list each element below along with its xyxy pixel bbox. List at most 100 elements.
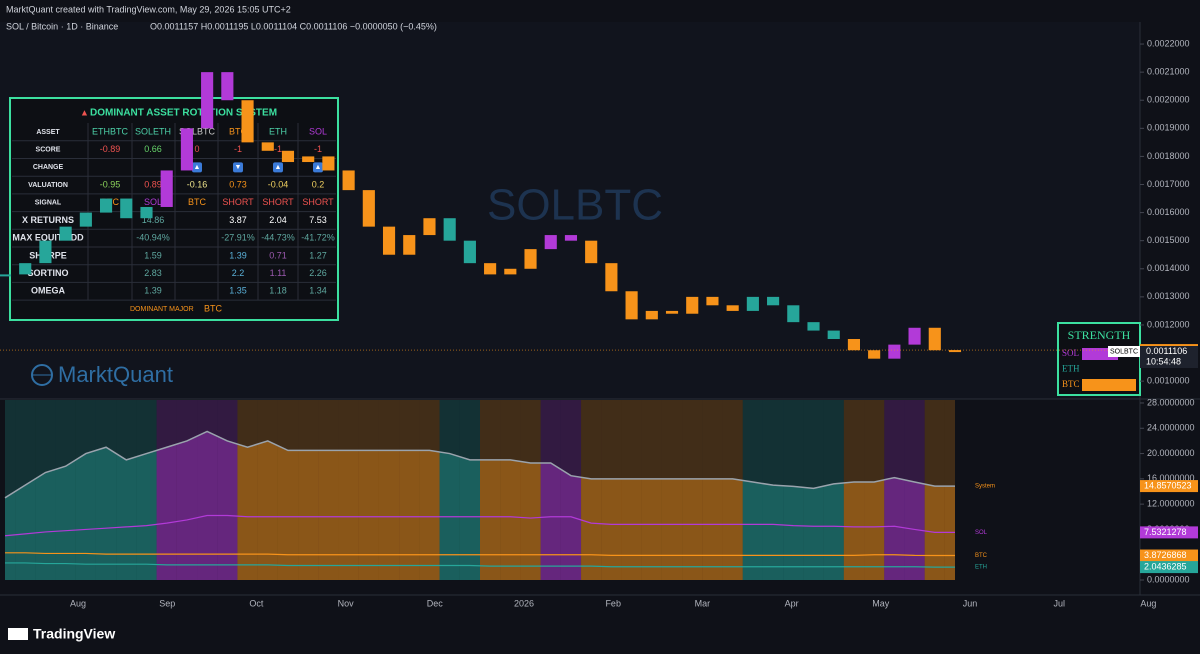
strength-title: STRENGTH [1068,328,1131,342]
y-tick-label: 0.0017000 [1147,179,1190,189]
legend-label: BTC [975,553,988,559]
regime-fill [500,431,521,581]
regime-band [5,400,16,581]
cell: -0.04 [268,179,289,189]
regime-band [783,400,804,581]
regime-fill [277,431,299,581]
cell: 1.34 [309,286,327,296]
x-tick-label: Aug [1140,598,1156,608]
change-icon [233,162,243,173]
regime-band [560,400,582,581]
candle [888,344,901,359]
regime-band [399,400,420,581]
regime-band [540,400,561,581]
value-box [1140,526,1198,539]
y-tick-label: 0.0020000 [1147,95,1190,105]
regime-fill [318,431,339,581]
regime-band [217,400,238,581]
y-tick-label: 12.0000000 [1147,499,1195,509]
cell: BTC [188,197,207,207]
brand: MarktQuant [58,362,173,387]
candle [59,226,72,241]
regime-fill [237,431,258,581]
regime-band [823,400,844,581]
x-tick-label: Jul [1053,598,1065,608]
candle [39,240,52,264]
x-tick-label: Feb [605,598,621,608]
regime-band [641,400,662,581]
candle [201,72,214,129]
regime-fill [5,431,16,581]
regime-fill [358,431,379,581]
cell: 1.11 [270,268,287,278]
footer-value: BTC [204,303,223,313]
symbol-tag: SOLBTC [1110,348,1138,355]
cell: 3.87 [229,215,247,225]
cell: SHORT [262,197,294,207]
legend-label: SOL [975,530,988,536]
regime-fill [338,431,359,581]
regime-band [419,400,440,581]
equity-line [4,514,955,537]
regime-band [581,400,602,581]
regime-band [55,400,76,581]
cell: -0.89 [100,144,121,154]
value-box [1140,549,1198,562]
cell: 1.27 [309,250,327,260]
equity-line [5,552,955,557]
regime-band [338,400,359,581]
change-icon [273,162,283,173]
x-tick-label: Dec [427,598,444,608]
candle [362,190,375,227]
candle [19,263,32,275]
regime-band [904,400,925,581]
x-tick-label: Apr [785,598,799,608]
cell: -27.91% [221,233,255,243]
cell: 1.59 [144,250,162,260]
legend-label: ETH [975,565,987,571]
change-icon [313,162,323,173]
candle [746,296,759,311]
cell: -1 [314,144,322,154]
x-tick-label: Aug [70,598,86,608]
y-tick-label: 0.0021000 [1147,67,1190,77]
cell: 14.86 [142,215,165,225]
candle [726,305,739,311]
cell: SOL [309,126,327,136]
regime-fill [116,431,137,581]
y-tick-label: 16.0000000 [1147,473,1195,483]
cell: ▲ [315,164,322,171]
cell: -44.73% [261,233,295,243]
cell: ▲ [194,164,201,171]
y-tick-label: 28.0000000 [1147,397,1195,407]
legend-label: System [975,484,995,490]
regime-band [257,400,278,581]
x-tick-label: Oct [249,598,264,608]
regime-fill [944,431,955,581]
change-icon [192,162,202,173]
value-box [1140,561,1198,574]
regime-band [95,400,117,581]
cell: -0.95 [100,179,121,189]
regime-band [15,400,36,581]
cell: ▼ [235,164,242,171]
x-tick-label: Sep [159,598,175,608]
row-label: ASSET [36,129,60,136]
value-label: 3.8726868 [1144,550,1187,560]
regime-band [702,400,723,581]
regime-band [197,400,218,581]
regime-fill [419,431,440,581]
cell: -0.16 [187,179,208,189]
watermark: SOLBTC [487,181,663,230]
regime-fill [399,431,420,581]
row-label: X RETURNS [22,215,74,225]
row-label: SCORE [36,147,61,154]
y-tick-label: 0.0018000 [1147,151,1190,161]
regime-fill [136,431,157,581]
regime-band [358,400,379,581]
regime-band [35,400,56,581]
cell: ▲ [275,164,282,171]
row-label: VALUATION [28,182,68,189]
candle [645,310,658,320]
credit: MarktQuant created with TradingView.com,… [6,4,291,14]
